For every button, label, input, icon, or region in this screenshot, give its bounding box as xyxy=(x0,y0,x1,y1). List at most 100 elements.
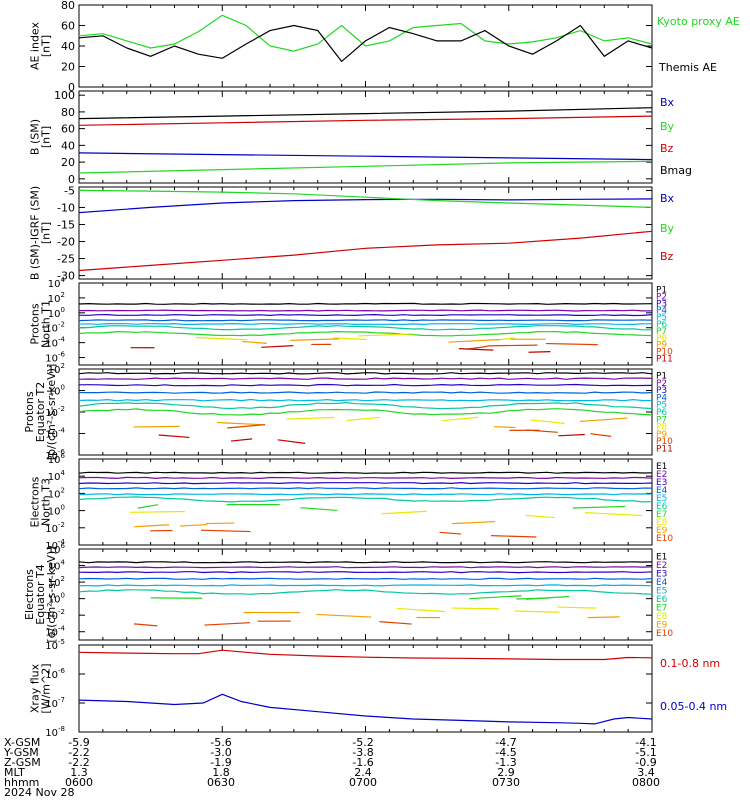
series-p3 xyxy=(78,313,653,317)
legend-p11: P11 xyxy=(656,355,673,365)
series-p8 xyxy=(286,416,335,420)
series-e7 xyxy=(137,504,159,509)
series-p9 xyxy=(493,426,516,429)
legend-p1: P1 xyxy=(656,285,667,295)
y-tick-label: -30 xyxy=(57,270,75,283)
series-0-1-0-8-nm xyxy=(78,649,653,661)
series-e1 xyxy=(78,561,653,564)
series-e6 xyxy=(78,589,653,595)
series-e4 xyxy=(78,487,652,490)
z-gsm-4: -0.9 xyxy=(635,756,656,769)
series-e8 xyxy=(584,511,642,517)
series-e5 xyxy=(79,584,653,587)
series-e7 xyxy=(516,597,550,600)
row-label-y-gsm: Y-GSM xyxy=(3,746,39,759)
legend-themis-ae: Themis AE xyxy=(658,61,717,74)
series-p1 xyxy=(78,302,653,305)
series-p11 xyxy=(458,348,494,351)
series-p2 xyxy=(78,377,653,380)
legend-e3: E3 xyxy=(656,569,667,579)
y-tick-exponent: -2 xyxy=(58,521,65,529)
y-axis-label: [W/m^2] xyxy=(40,663,53,713)
y-tick-label: 60 xyxy=(61,123,75,136)
y-tick-label: 20 xyxy=(61,156,75,169)
series-p10 xyxy=(526,429,558,433)
series-e8 xyxy=(396,607,446,613)
y-axis-label: Electrons xyxy=(23,569,36,620)
series-e9 xyxy=(316,613,372,618)
y-tick-label: 10-8 xyxy=(45,725,65,739)
legend-e5: E5 xyxy=(656,494,667,504)
hhmm-4: 0800 xyxy=(632,776,660,789)
y-axis-label: B (SM)-IGRF (SM) xyxy=(29,186,42,280)
series-p10 xyxy=(487,344,538,347)
y-tick-exponent: -7 xyxy=(58,696,65,704)
y-tick-exponent: -6 xyxy=(58,448,66,456)
legend-e7: E7 xyxy=(656,510,667,520)
y-tick-exponent: -2 xyxy=(58,405,65,413)
series-e7 xyxy=(572,505,626,509)
series-e9 xyxy=(179,523,207,527)
legend-p8: P8 xyxy=(656,334,667,344)
z-gsm-1: -1.9 xyxy=(210,756,231,769)
hhmm-3: 0730 xyxy=(492,776,520,789)
series-p7 xyxy=(78,408,653,416)
y-axis-label: North T3 xyxy=(40,478,53,526)
y-tick-exponent: 2 xyxy=(61,575,65,583)
series-p10 xyxy=(227,424,266,429)
series-e9 xyxy=(134,524,170,528)
legend-e2: E2 xyxy=(656,561,667,571)
series-p8 xyxy=(333,337,368,341)
y-axis-label: [nT] xyxy=(40,222,53,244)
z-gsm-3: -1.3 xyxy=(495,756,516,769)
legend-xray-long: 0.1-0.8 nm xyxy=(660,657,720,670)
legend-e8: E8 xyxy=(656,518,668,528)
panel-frame xyxy=(78,458,653,546)
legend-p10: P10 xyxy=(656,437,673,447)
legend-xray-short: 0.05-0.4 nm xyxy=(660,700,727,713)
legend-p7: P7 xyxy=(656,327,667,337)
series-p9 xyxy=(448,338,501,343)
legend-e6: E6 xyxy=(656,595,668,605)
y-tick-label: 20 xyxy=(61,61,75,74)
panel-ae: 0 20 40 60 80 AE index[nT] xyxy=(29,0,653,94)
y-tick-exponent: -2 xyxy=(58,321,65,329)
y-tick-exponent: -4 xyxy=(58,427,66,435)
series-e5 xyxy=(78,493,653,496)
series-p8 xyxy=(357,333,414,337)
z-gsm-0: -2.2 xyxy=(68,756,89,769)
y-tick-exponent: 4 xyxy=(61,276,66,284)
series-e2 xyxy=(78,566,653,569)
panel-b_igrf: -30 -25 -20 -15 -10 -5 B (SM)-IGRF (SM)[nT] xyxy=(29,184,653,283)
y-tick-exponent: 2 xyxy=(61,486,65,494)
y-gsm-2: -3.8 xyxy=(352,746,373,759)
hhmm-2: 0700 xyxy=(349,776,377,789)
series-e8 xyxy=(451,607,499,610)
z-gsm-2: -1.6 xyxy=(352,756,373,769)
series-p11 xyxy=(558,433,585,437)
series-e7 xyxy=(300,507,338,512)
y-tick-exponent: 4 xyxy=(61,469,66,477)
series-e2 xyxy=(78,476,653,480)
series-e1 xyxy=(78,471,653,474)
y-tick-exponent: -4 xyxy=(58,625,66,633)
series-p9 xyxy=(133,425,180,428)
row-label-mlt: MLT xyxy=(4,766,25,779)
legend-p9: P9 xyxy=(656,430,667,440)
series-e8 xyxy=(381,510,427,515)
series-p2 xyxy=(78,309,652,312)
series-p11 xyxy=(230,438,253,442)
legend-e10: E10 xyxy=(656,534,673,544)
legend-p10: P10 xyxy=(656,348,673,358)
legend-p4: P4 xyxy=(656,306,667,316)
x-gsm-3: -4.7 xyxy=(495,736,516,749)
series-p9 xyxy=(290,338,340,341)
y-tick-label: -15 xyxy=(57,218,75,231)
series-p3 xyxy=(78,383,653,387)
series-e8 xyxy=(525,514,555,519)
y-axis-label: [nT] xyxy=(40,35,53,57)
legend-p3: P3 xyxy=(656,299,667,309)
series-p1 xyxy=(78,372,653,375)
series-e9 xyxy=(587,616,620,619)
